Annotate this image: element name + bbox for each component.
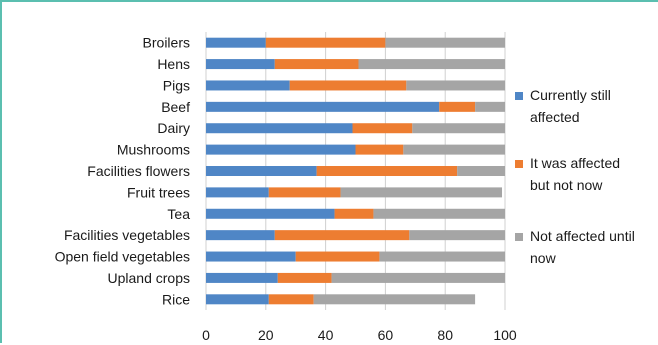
category-label: Mushrooms: [117, 142, 190, 158]
category-label: Tea: [167, 206, 190, 222]
legend-label: It was affected but not now: [530, 155, 620, 193]
legend: Currently still affected It was affected bu…: [515, 87, 635, 266]
bar-segment: [439, 101, 476, 112]
x-tick-label: 40: [318, 327, 334, 343]
bar-segment: [268, 187, 341, 198]
bar-segment: [316, 166, 458, 176]
bar-segment: [206, 59, 275, 70]
bar-segment: [295, 251, 380, 262]
legend-swatch: [515, 160, 523, 168]
bar-segment: [206, 166, 317, 176]
bar-segment: [373, 208, 505, 219]
category-label: Facilities flowers: [87, 163, 190, 179]
category-label: Open field vegetables: [55, 249, 190, 265]
category-label: Broilers: [143, 35, 190, 51]
x-tick-label: 100: [493, 327, 517, 343]
bar-segment: [412, 123, 505, 134]
bar-segment: [206, 251, 296, 262]
legend-swatch: [515, 233, 523, 241]
x-tick-label: 80: [437, 327, 453, 343]
bar-segment: [206, 208, 335, 219]
category-label: Upland crops: [108, 270, 191, 286]
bar-segment: [274, 230, 410, 241]
bar-segment: [206, 101, 440, 112]
bar-segment: [265, 37, 386, 48]
bar-segment: [206, 144, 356, 155]
bar-segment: [206, 37, 266, 48]
bar-segment: [206, 230, 275, 241]
bar-segment: [355, 144, 404, 155]
bar-segment: [379, 251, 505, 262]
category-label: Dairy: [157, 120, 190, 136]
category-label: Hens: [157, 56, 190, 72]
bar-segment: [409, 230, 505, 241]
category-label: Facilities vegetables: [64, 227, 190, 243]
bar-segment: [358, 59, 505, 70]
bar-segment: [268, 294, 314, 305]
category-label: Rice: [162, 291, 190, 307]
bar-segment: [206, 294, 269, 305]
x-tick-label: 60: [378, 327, 394, 343]
category-label: Fruit trees: [127, 184, 190, 200]
bar-segment: [352, 123, 413, 134]
bar-segment: [277, 272, 332, 283]
legend-label: Not affected until now: [530, 228, 635, 266]
bar-segment: [206, 187, 269, 198]
bar-segment: [406, 80, 505, 91]
bar-segment: [457, 166, 505, 176]
bar-segment: [289, 80, 407, 91]
legend-label: Currently still affected: [530, 87, 611, 125]
category-label: Pigs: [163, 77, 190, 93]
category-labels: Broilers Hens Pigs Beef Dairy Mushrooms Facili…: [55, 35, 191, 308]
bar-segment: [206, 80, 290, 91]
bar-segment: [274, 59, 359, 70]
bars: [206, 37, 505, 305]
bar-segment: [385, 37, 505, 48]
x-tick-label: 20: [258, 327, 274, 343]
legend-swatch: [515, 92, 523, 100]
bar-segment: [331, 272, 505, 283]
bar-segment: [475, 101, 505, 112]
bar-segment: [340, 187, 503, 198]
bar-segment: [313, 294, 476, 305]
bar-segment: [334, 208, 374, 219]
x-tick-label: 0: [202, 327, 210, 343]
bar-segment: [403, 144, 505, 155]
category-label: Beef: [161, 99, 190, 115]
bar-segment: [206, 123, 353, 134]
x-tick-labels: 0 20 40 60 80 100: [202, 327, 517, 343]
bar-segment: [206, 272, 278, 283]
